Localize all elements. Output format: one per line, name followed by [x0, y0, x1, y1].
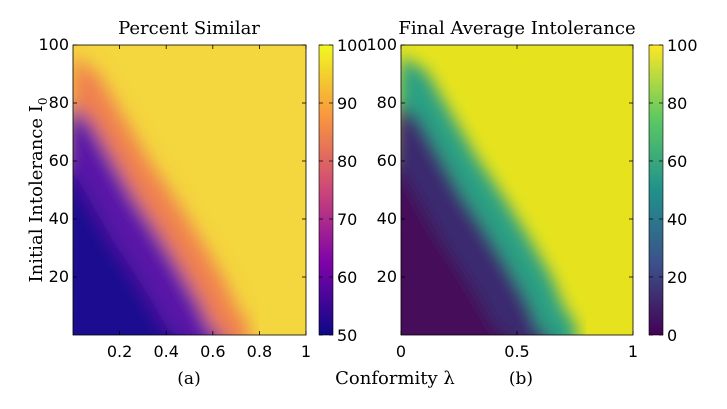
panel-b-y-tick-label: 100	[366, 35, 397, 54]
panel-a-colorbar	[318, 44, 334, 336]
panel-b-heatmap	[401, 45, 633, 335]
panel-a-caption: (a)	[177, 369, 200, 389]
panel-a-y-tick-label: 20	[49, 267, 69, 286]
panel-a-colorbar-ticks: 50 60 70 80 90 100	[319, 36, 368, 345]
panel-b-colorbar	[648, 44, 664, 336]
panel-a-x-tick-label: 0.4	[153, 342, 178, 361]
panel-b-caption: (b)	[509, 369, 533, 389]
panel-b-colorbar-tick-label: 80	[667, 94, 687, 113]
panel-a-heatmap	[73, 45, 306, 335]
panel-b-deep-region	[401, 173, 514, 335]
panel-a-deep-region	[73, 175, 187, 335]
panel-b-y-tick-label: 20	[377, 267, 397, 286]
panel-a-y-tick-label: 40	[49, 209, 69, 228]
panel-b-colorbar-tick-label: 60	[667, 152, 687, 171]
panel-a-colorbar-tick-label: 80	[337, 152, 357, 171]
panel-a-x-tick-label: 0.6	[200, 342, 225, 361]
panel-b-x-tick-label: 0	[396, 342, 406, 361]
shared-x-axis-label: Conformity λ	[335, 368, 455, 389]
panel-a-colorbar-tick-label: 60	[337, 268, 357, 287]
panel-b-title: Final Average Intolerance	[398, 18, 635, 39]
panel-a-colorbar-tick-label: 70	[337, 210, 357, 229]
panel-a-axes-box	[72, 44, 307, 336]
panel-a-x-tick-label: 1	[301, 342, 311, 361]
panel-b-y-tick-label: 60	[377, 151, 397, 170]
panel-b-colorbar-ticks: 0 20 40 60 80 100	[649, 36, 698, 345]
panel-a-title: Percent Similar	[118, 18, 260, 39]
panel-b-colorbar-tick-label: 40	[667, 210, 687, 229]
panel-b-y-tick-label: 40	[377, 209, 397, 228]
panel-a-x-tick-label: 0.2	[107, 342, 132, 361]
panel-b-y-ticks: 20 40 60 80 100	[366, 35, 633, 286]
panel-a-colorbar-tick-label: 90	[337, 94, 357, 113]
panel-a-y-tick-label: 80	[49, 93, 69, 112]
panel-a-y-ticks: 20 40 60 80 100	[38, 35, 306, 286]
panel-a: Percent Similar 20 40 60 80 100 0.2 0.4 0.6 0.8…	[38, 18, 367, 389]
panel-a-y-tick-label: 100	[38, 35, 69, 54]
y-axis-label-text: Initial Intolerance I	[26, 105, 47, 282]
panel-b-colorbar-tick-label: 100	[667, 36, 698, 55]
panel-b-y-tick-label: 80	[377, 93, 397, 112]
panel-b-x-ticks: 0 0.5 1	[396, 45, 638, 361]
panel-a-x-tick-label: 0.8	[247, 342, 272, 361]
panel-a-colorbar-tick-label: 50	[337, 326, 357, 345]
shared-y-axis-label: Initial Intolerance I0	[26, 98, 50, 283]
panel-b-colorbar-tick-label: 0	[667, 326, 677, 345]
y-axis-label-subscript: 0	[36, 98, 50, 106]
panel-a-y-tick-label: 60	[49, 151, 69, 170]
panel-a-x-ticks: 0.2 0.4 0.6 0.8 1	[107, 45, 311, 361]
panel-b-colorbar-tick-label: 20	[667, 268, 687, 287]
panel-b-x-tick-label: 1	[628, 342, 638, 361]
panel-a-colorbar-tick-label: 100	[337, 36, 368, 55]
panel-b-x-tick-label: 0.5	[504, 342, 529, 361]
